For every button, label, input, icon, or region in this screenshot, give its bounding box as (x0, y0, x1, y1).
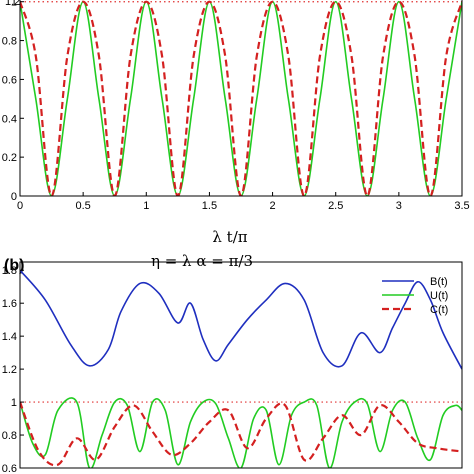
panel-b-series-ct-line (20, 401, 462, 467)
panel-b-y-tick-label: 0.6 (2, 463, 17, 474)
panel-a-x-tick-label: 0 (17, 200, 23, 212)
panel-a-y-tick-label: 1 (11, 0, 17, 9)
panel-a-x-tick-label: 0.5 (75, 200, 90, 212)
panel-a-x-tick-label: 1.5 (202, 200, 217, 212)
legend-label-ut: U(t) (430, 290, 448, 302)
panel-b-legend: B(t) U(t) C(t) (382, 276, 448, 316)
panel-a-clipped-tick-label: 1.2 (5, 0, 20, 8)
panel-a-x-tick-label: 3.5 (454, 200, 469, 212)
panel-b-axes-frame (19, 261, 463, 469)
panel-a: 0 0.2 0.4 0.6 0.8 1 0 0.5 1 1.5 2 2.5 3 3.5 1.2 λ t/π (2, 0, 470, 246)
panel-a-y-tick-label: 0.6 (2, 74, 17, 86)
panel-a-y-tick-label: 0 (11, 191, 17, 203)
panel-a-series-2-line (20, 0, 462, 196)
panel-a-x-tick-label: 3 (396, 200, 402, 212)
panel-a-y-tick-label: 0.4 (2, 113, 17, 125)
panel-a-x-tick-label: 2.5 (328, 200, 343, 212)
panel-a-axes-frame (19, 0, 463, 197)
panel-b-y-tick-label: 1.6 (2, 298, 17, 310)
panel-b-y-tick-label: 1 (11, 397, 17, 409)
panel-a-series-1-line (20, 0, 462, 196)
panel-a-x-tick-label: 2 (270, 200, 276, 212)
panel-b-y-tick-label: 1.2 (2, 364, 17, 376)
legend-label-bt: B(t) (430, 276, 448, 288)
panel-a-x-tick-label: 1 (143, 200, 149, 212)
legend-label-ct: C(t) (430, 304, 448, 316)
panel-b-series-ut-line (20, 397, 462, 468)
panel-b-series-bt-line (20, 269, 462, 370)
panel-b-label: (b) (4, 257, 24, 274)
panel-a-y-tick-label: 0.2 (2, 152, 17, 164)
panel-a-x-axis-label: λ t/π (212, 228, 247, 246)
panel-b-y-tick-label: 1.8 (2, 265, 17, 277)
panel-b-y-tick-label: 0.8 (2, 430, 17, 442)
panel-b-y-tick-label: 1.4 (2, 331, 17, 343)
panel-a-y-tick-label: 0.8 (2, 36, 17, 48)
panel-b: (b) η = λ α = π/3 0.6 0.8 1 1.2 1.4 1.6 1.8 B(… (2, 252, 463, 474)
panel-b-title: η = λ α = π/3 (151, 252, 253, 270)
